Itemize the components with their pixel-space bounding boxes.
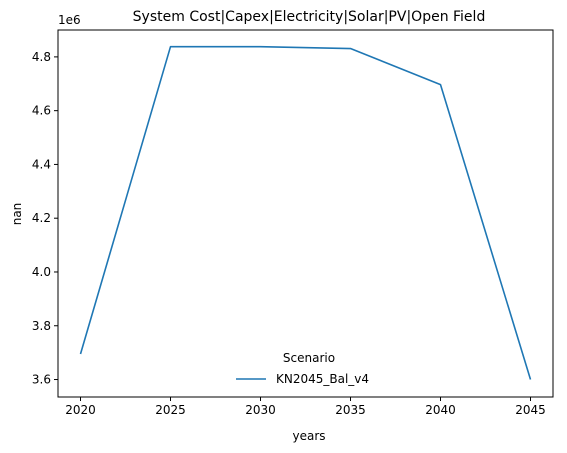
y-tick-label: 4.4 (32, 157, 51, 171)
y-tick-label: 3.8 (32, 319, 51, 333)
legend-title: Scenario (283, 351, 335, 365)
x-axis: 2020 2025 2030 2035 2040 2045 (65, 397, 546, 417)
x-tick-label: 2040 (425, 403, 456, 417)
x-tick-label: 2035 (335, 403, 366, 417)
y-offset-label: 1e6 (58, 13, 81, 27)
y-axis: 3.6 3.8 4.0 4.2 4.4 4.6 4.8 (32, 50, 58, 387)
y-tick-label: 4.2 (32, 211, 51, 225)
y-tick-label: 4.0 (32, 265, 51, 279)
x-tick-label: 2030 (245, 403, 276, 417)
series-layer (79, 45, 532, 380)
x-tick-label: 2045 (515, 403, 546, 417)
x-tick-label: 2025 (155, 403, 186, 417)
y-tick-label: 4.6 (32, 104, 51, 118)
x-tick-label: 2020 (65, 403, 96, 417)
y-tick-label: 4.8 (32, 50, 51, 64)
y-axis-label: nan (10, 203, 24, 226)
x-axis-label: years (292, 429, 325, 443)
series-line (79, 45, 532, 380)
legend-entry-label: KN2045_Bal_v4 (276, 372, 369, 386)
plot-area (57, 29, 554, 398)
legend: Scenario KN2045_Bal_v4 (236, 351, 369, 386)
chart-title: System Cost|Capex|Electricity|Solar|PV|O… (133, 9, 486, 25)
y-tick-label: 3.6 (32, 373, 51, 387)
